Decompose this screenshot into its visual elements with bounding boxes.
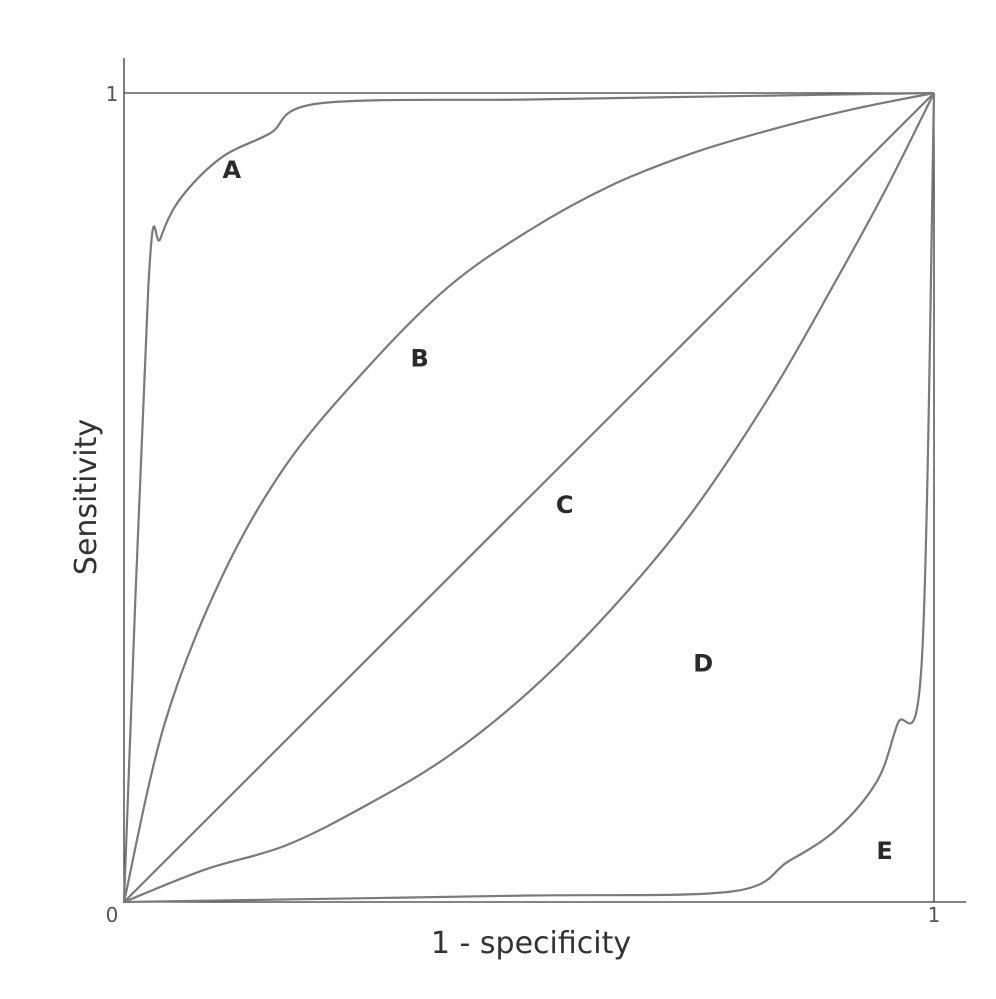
- y-axis-label: Sensitivity: [69, 419, 104, 575]
- curve-label-a: A: [222, 156, 241, 184]
- curve-label-e: E: [876, 837, 892, 865]
- x-tick-label-0: 0: [106, 903, 119, 927]
- curve-label-d: D: [693, 649, 713, 677]
- curve-labels-group: A B C D E: [222, 156, 892, 865]
- roc-curve-a: [122, 91, 935, 903]
- curves-group: [122, 91, 936, 904]
- x-axis-label: 1 - specificity: [431, 926, 631, 961]
- x-tick-label-1: 1: [928, 903, 941, 927]
- roc-curve-c: [123, 92, 935, 903]
- curve-label-b: B: [411, 344, 429, 372]
- curve-label-c: C: [556, 491, 574, 519]
- roc-curve-e: [123, 92, 936, 904]
- roc-curve-d: [123, 92, 935, 904]
- y-tick-label-1: 1: [106, 82, 119, 106]
- roc-curve-b: [122, 91, 935, 903]
